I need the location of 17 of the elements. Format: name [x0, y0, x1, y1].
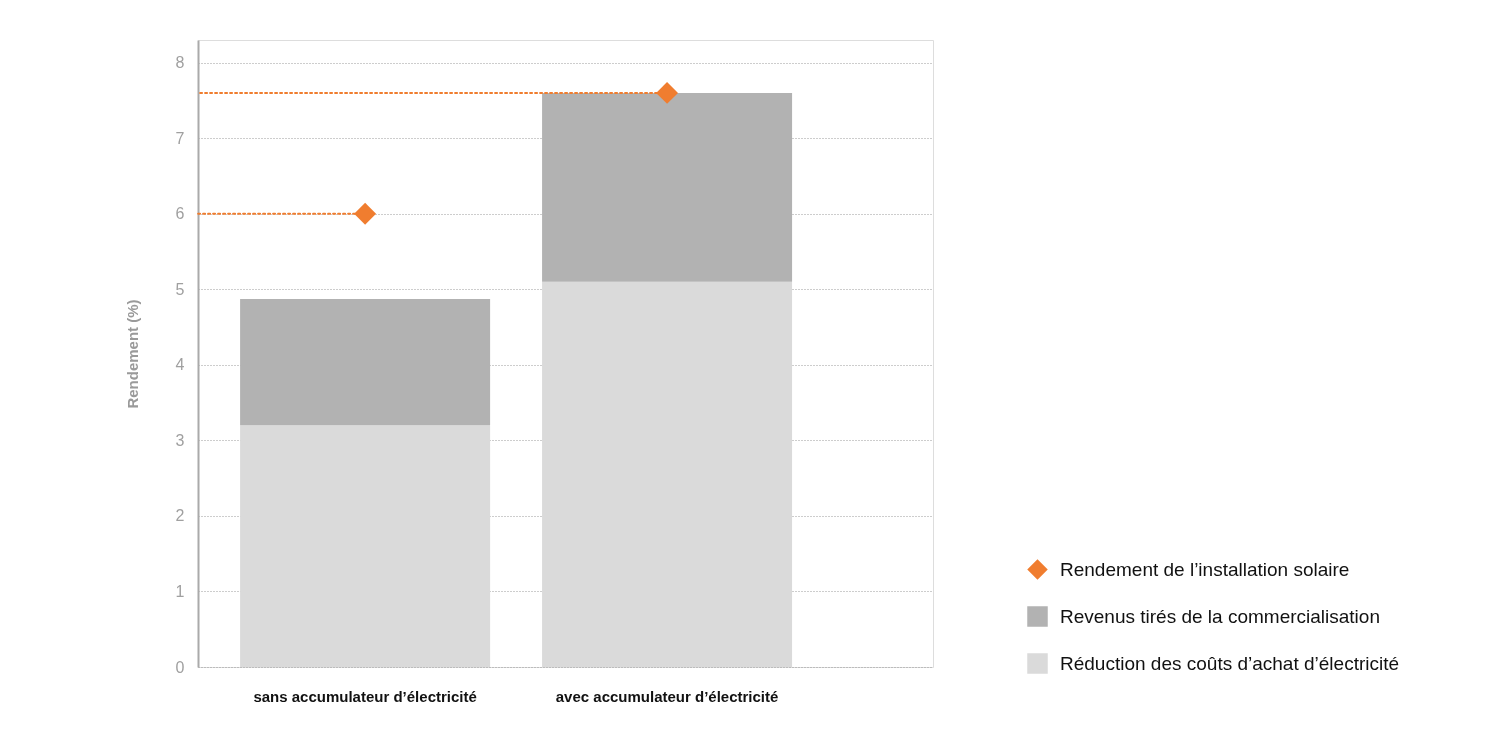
- y-tick-label: 4: [175, 356, 185, 374]
- y-tick-label: 8: [175, 54, 185, 72]
- y-tick-label: 5: [175, 280, 185, 298]
- legend-label: Revenus tirés de la commercialisation: [1060, 605, 1380, 627]
- y-tick-label: 1: [175, 582, 185, 600]
- y-tick-label: 6: [175, 205, 185, 223]
- y-tick-label: 7: [175, 129, 185, 147]
- x-tick-label: sans accumulateur d’électricité: [253, 687, 477, 705]
- legend-label: Rendement de l’installation solaire: [1060, 558, 1350, 580]
- y-axis-title: Rendement (%): [123, 299, 141, 409]
- y-tick-label: 0: [175, 658, 185, 676]
- bar: [240, 299, 491, 426]
- y-tick-label: 3: [175, 431, 185, 449]
- legend-label: Réduction des coûts d’achat d’électricité: [1060, 652, 1400, 674]
- y-tick-label: 2: [175, 507, 185, 525]
- x-tick-label: avec accumulateur d’électricité: [555, 687, 779, 705]
- bar: [542, 92, 793, 282]
